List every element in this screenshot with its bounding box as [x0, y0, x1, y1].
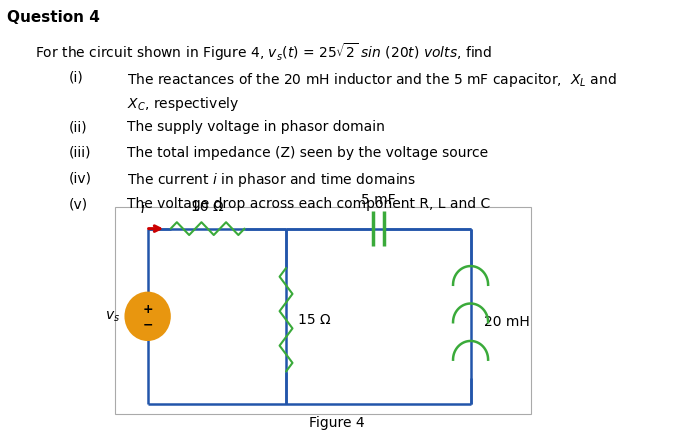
Text: 10 Ω: 10 Ω: [191, 200, 224, 214]
Text: The supply voltage in phasor domain: The supply voltage in phasor domain: [127, 120, 385, 134]
Text: (iv): (iv): [69, 172, 92, 185]
Text: 5 mF: 5 mF: [361, 193, 395, 207]
Text: The current $i$ in phasor and time domains: The current $i$ in phasor and time domai…: [127, 172, 416, 190]
Text: (iii): (iii): [69, 146, 92, 160]
Text: 15 Ω: 15 Ω: [298, 313, 330, 327]
Text: $X_C$, respectively: $X_C$, respectively: [127, 95, 239, 113]
Text: (v): (v): [69, 197, 88, 211]
Text: (i): (i): [69, 71, 84, 85]
Circle shape: [125, 292, 170, 340]
Text: For the circuit shown in Figure 4, $v_s(t)$ = 25$\sqrt{2}$ $\mathit{sin}$ (20$t$: For the circuit shown in Figure 4, $v_s(…: [35, 41, 492, 63]
Bar: [116, 207, 531, 414]
Text: Figure 4: Figure 4: [309, 416, 365, 430]
Text: The reactances of the 20 mH inductor and the 5 mF capacitor,  $X_L$ and: The reactances of the 20 mH inductor and…: [127, 71, 617, 89]
Text: +: +: [142, 303, 153, 316]
Text: −: −: [142, 319, 153, 332]
Text: (ii): (ii): [69, 120, 88, 134]
Text: The total impedance (Z) seen by the voltage source: The total impedance (Z) seen by the volt…: [127, 146, 489, 160]
Text: 20 mH: 20 mH: [484, 315, 530, 329]
Text: The voltage drop across each component R, L and C: The voltage drop across each component R…: [127, 197, 491, 211]
Text: Question 4: Question 4: [8, 10, 100, 25]
Text: $v_s$: $v_s$: [105, 309, 120, 324]
Text: $i$: $i$: [140, 201, 146, 216]
